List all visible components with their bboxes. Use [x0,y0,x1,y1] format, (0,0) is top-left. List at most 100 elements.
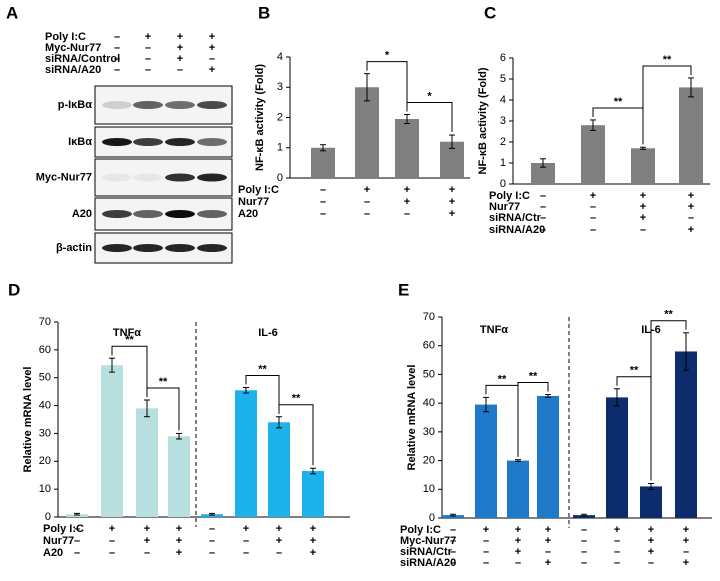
error-bar [276,416,282,429]
error-bar [648,483,654,490]
band [165,210,195,218]
significance-bracket [366,61,408,112]
y-tick-label: 6 [500,52,506,64]
condition-sign: – [243,535,249,547]
condition-sign: – [177,64,183,76]
y-tick-label: 0 [429,512,435,524]
condition-sign: – [581,535,587,547]
condition-sign: – [590,212,596,224]
y-tick-label: 10 [423,483,435,495]
significance-label: ** [292,393,301,405]
condition-sign: – [320,184,326,196]
condition-sign: + [449,208,455,220]
condition-sign: + [177,42,183,54]
band [133,138,163,146]
panel-letter: D [8,280,20,299]
group-label: IL-6 [258,327,278,339]
error-bar [310,467,316,475]
significance-bracket [111,345,148,397]
bar [136,408,158,517]
condition-sign: + [648,524,654,536]
condition-sign: + [545,557,551,569]
condition-sign: – [688,212,694,224]
condition-sign: – [540,190,546,202]
significance-label: ** [498,373,507,385]
condition-sign: + [310,523,316,535]
bar [201,514,223,517]
error-bar [320,144,326,152]
error-bar [614,388,620,407]
condition-label: Poly I:C [489,190,530,202]
condition-label: siRNA/A20 [45,64,101,76]
condition-sign: + [177,53,183,65]
group-label: TNFα [480,324,508,336]
band [133,210,163,218]
condition-sign: + [144,535,150,547]
condition-sign: + [545,524,551,536]
error-bar [364,73,370,102]
condition-sign: – [614,546,620,558]
significance-label: ** [529,370,538,382]
condition-sign: – [114,53,120,65]
significance-bracket [278,404,314,466]
error-bar [590,119,596,131]
band [197,173,227,182]
condition-sign: + [515,546,521,558]
condition-sign: – [364,196,370,208]
band [102,210,132,218]
condition-sign: – [243,547,249,559]
condition-sign: + [688,190,694,202]
condition-sign: – [109,535,115,547]
y-axis-label: Relative mRNA level [406,365,418,471]
condition-sign: + [683,535,689,547]
error-bar [144,399,150,418]
y-axis-label: NF-κB activity (Fold) [254,64,266,171]
condition-sign: + [209,31,215,43]
error-bar [640,146,646,150]
bar [640,486,662,518]
y-tick-label: 70 [423,311,435,323]
y-tick-label: 0 [277,172,283,184]
condition-sign: – [581,524,587,536]
y-axis-label: NF-κB activity (Fold) [477,67,489,174]
bar [675,351,697,518]
significance-label: * [385,50,390,62]
band [197,244,227,252]
condition-sign: + [209,64,215,76]
condition-label: Poly I:C [43,523,84,535]
y-tick-label: 4 [277,51,283,63]
y-tick-label: 30 [39,427,51,439]
band [197,210,227,218]
condition-sign: + [614,524,620,536]
band-label: p-IκBα [58,99,93,111]
condition-label: siRNA/Ctr [400,546,453,558]
panel-letter: B [258,3,270,22]
y-tick-label: 70 [39,316,51,328]
y-tick-label: 40 [39,399,51,411]
band [102,138,132,146]
condition-sign: + [177,31,183,43]
condition-label: Poly I:C [45,31,86,43]
band-label: A20 [72,208,92,220]
condition-sign: + [404,184,410,196]
y-tick-label: 60 [423,340,435,352]
error-bar [74,512,80,516]
significance-bracket [650,320,687,481]
condition-sign: – [540,212,546,224]
condition-sign: + [590,190,596,202]
y-tick-label: 10 [39,483,51,495]
group-label: TNFα [113,327,141,339]
condition-sign: – [545,546,551,558]
condition-label: siRNA/Ctr [489,212,542,224]
bar [395,119,419,178]
condition-label: siRNA/A20 [400,557,456,569]
y-tick-label: 3 [500,115,506,127]
condition-sign: – [209,535,215,547]
condition-sign: – [74,523,80,535]
band [133,173,163,182]
band [197,138,227,146]
condition-label: Myc-Nur77 [45,42,101,54]
significance-label: ** [630,365,639,377]
bar [235,390,257,517]
